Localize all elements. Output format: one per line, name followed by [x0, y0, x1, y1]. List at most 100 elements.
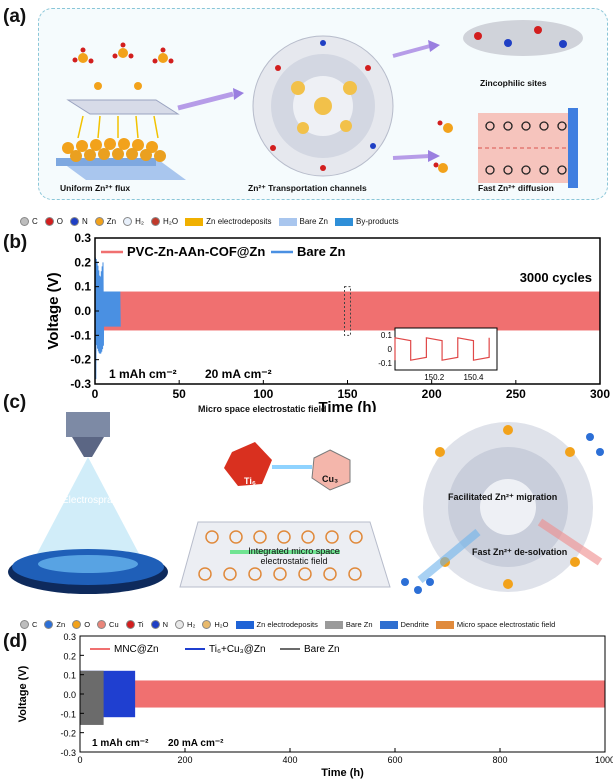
legend-c-label: H₂ [187, 620, 196, 629]
legend-c-swatch [150, 620, 160, 629]
label-field-title: Micro space electrostatic field [198, 404, 327, 414]
y-tick-label: -0.1 [60, 709, 76, 719]
legend-a-swatch [334, 217, 353, 226]
electrospray-nozzle [30, 412, 146, 567]
panel-d-letter: (d) [3, 631, 28, 652]
inset-x-tick: 150.2 [424, 373, 445, 382]
y-tick-label: 0.1 [74, 280, 91, 294]
legend-c-label: Ti [137, 620, 144, 629]
legend-c-label: H₂O [214, 620, 229, 629]
legend-a-label: C [32, 217, 38, 226]
legend-c-swatch [379, 620, 398, 629]
x-tick-label: 600 [387, 755, 402, 765]
legend-b-label: PVC-Zn-AAn-COF@Zn [127, 244, 265, 259]
series-band [95, 291, 600, 331]
legend-c-label: Cu [109, 620, 119, 629]
legend-a-item: Zn [94, 217, 117, 226]
caption-transport-channels: Zn²⁺ Transportation channels [248, 183, 367, 193]
panel-b-letter: (b) [3, 232, 28, 253]
series-0-trace [95, 291, 600, 331]
caption-fast-diffusion: Fast Zn²⁺ diffusion [478, 183, 554, 193]
y-axis-label: Voltage (V) [17, 665, 29, 722]
legend-c-swatch [97, 620, 107, 629]
legend-c-item: Cu [97, 620, 119, 629]
zn-deposit-spheres [62, 138, 166, 162]
y-tick-label: -0.1 [70, 328, 91, 342]
label-integrated-field: Integrated micro space electrostatic fie… [248, 546, 340, 566]
legend-a-item: Zn electrodeposits [185, 217, 272, 226]
legend-b-item: Bare Zn [271, 244, 345, 259]
legend-c-label: N [162, 620, 169, 629]
legend-a-label: Bare Zn [299, 217, 328, 226]
legend-a-label: Zn [106, 217, 117, 226]
legend-a-item: O [44, 217, 64, 226]
hydrated-zn-clusters [72, 42, 174, 90]
legend-c-swatch [44, 620, 54, 629]
series-1-trace [94, 257, 121, 380]
x-axis-label: Time (h) [318, 399, 376, 412]
inset-x-tick: 150.4 [463, 373, 484, 382]
legend-a-label: By-products [355, 217, 399, 226]
caption-zincophilic: Zincophilic sites [480, 78, 547, 88]
legend-a-swatch [278, 217, 297, 226]
x-axis-label: Time (h) [321, 767, 364, 779]
legend-a-swatch [185, 217, 204, 226]
label-ti6: Ti₆ [244, 476, 256, 486]
series-0-trace [80, 680, 605, 708]
legend-a-item: By-products [334, 217, 399, 226]
legend-c-item: O [72, 620, 90, 629]
label-cu3: Cu₃ [322, 474, 339, 484]
y-tick-label: -0.3 [70, 377, 91, 391]
legend-a: C O N Zn H₂ H₂O Zn electrodeposits Bare Zn By-pr… [20, 217, 406, 226]
x-tick-label: 0 [77, 755, 82, 765]
legend-c-label: Dendrite [400, 620, 429, 629]
legend-c-item: N [150, 620, 169, 629]
y-tick-label: 0.3 [63, 632, 76, 642]
legend-a-item: H₂ [123, 217, 144, 226]
y-tick-label: 0.2 [63, 651, 76, 661]
y-tick-label: -0.2 [70, 353, 91, 367]
y-tick-label: 0.0 [63, 690, 76, 700]
legend-d-label: Bare Zn [304, 644, 340, 655]
legend-a-swatch [20, 217, 29, 226]
legend-a-swatch [151, 217, 161, 226]
x-tick-label: 200 [177, 755, 192, 765]
legend-c-swatch [175, 620, 185, 629]
x-tick-label: 300 [590, 387, 610, 401]
annotation-capacity: 1 mAh cm⁻² [109, 367, 177, 381]
y-tick-label: 0.3 [74, 232, 91, 245]
legend-c-label: Micro space electrostatic field [456, 620, 556, 629]
legend-c-label: C [32, 620, 38, 629]
x-tick-label: 400 [282, 755, 297, 765]
legend-a-swatch [123, 217, 133, 226]
legend-c-swatch [435, 620, 454, 629]
legend-a-item: N [70, 217, 88, 226]
legend-a-swatch [44, 217, 54, 226]
inset-y-tick: 0.1 [381, 331, 393, 340]
legend-c-label: Bare Zn [345, 620, 373, 629]
legend-a-item: H₂O [151, 217, 178, 226]
y-tick-label: 0.2 [74, 255, 91, 269]
legend-c-label: Zn [56, 620, 66, 629]
legend-c-swatch [72, 620, 82, 629]
legend-c-swatch [235, 620, 254, 629]
legend-c-item: Zn [44, 620, 65, 629]
label-migration: Facilitated Zn²⁺ migration [448, 492, 558, 502]
series-band [80, 680, 605, 708]
ti6-cluster [224, 442, 272, 486]
legend-a-label: O [56, 217, 64, 226]
legend-a-label: H₂O [163, 217, 179, 226]
y-tick-label: -0.2 [60, 729, 76, 739]
cof-framework [252, 35, 394, 177]
inset-trace [394, 337, 490, 361]
x-tick-label: 150 [337, 387, 357, 401]
legend-c-swatch [324, 620, 343, 629]
legend-d-item: MNC@Zn [90, 644, 159, 655]
y-tick-label: -0.3 [60, 748, 76, 758]
legend-a-item: Bare Zn [278, 217, 328, 226]
legend-c-item: Bare Zn [324, 620, 373, 629]
panel-a-letter: (a) [3, 6, 27, 27]
legend-d-item: Ti₆+Cu₃@Zn [185, 644, 266, 655]
legend-c-item: Micro space electrostatic field [435, 620, 556, 629]
inset-y-tick: 0 [388, 345, 393, 354]
